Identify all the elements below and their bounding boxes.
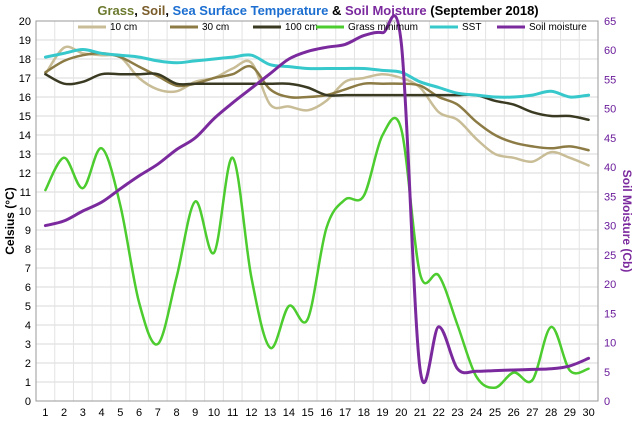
x-tick-label: 13 (264, 407, 276, 419)
x-tick-label: 3 (80, 407, 86, 419)
left-tick-label: 13 (19, 149, 31, 161)
gridlines (35, 20, 599, 402)
title-part: Sea Surface Temperature (173, 3, 329, 18)
right-tick-label: 45 (604, 133, 616, 145)
x-tick-label: 8 (173, 407, 179, 419)
x-tick-label: 4 (99, 407, 105, 419)
x-tick-label: 22 (433, 407, 445, 419)
series-lines (43, 14, 591, 390)
left-tick-label: 5 (25, 301, 31, 313)
plot-frame (35, 20, 599, 402)
right-tick-label: 10 (604, 338, 616, 350)
x-tick-label: 27 (526, 407, 538, 419)
x-tick-label: 16 (320, 407, 332, 419)
left-tick-label: 10 (19, 206, 31, 218)
left-tick-label: 6 (25, 282, 31, 294)
x-tick-label: 5 (117, 407, 123, 419)
right-tick-label: 0 (604, 396, 610, 408)
x-tick-label: 30 (583, 407, 595, 419)
x-tick-label: 24 (470, 407, 482, 419)
left-tick-label: 17 (19, 73, 31, 85)
right-tick-label: 50 (604, 104, 616, 116)
right-tick-label: 60 (604, 45, 616, 57)
plot-border (35, 20, 599, 402)
title-part: (September 2018) (427, 3, 539, 18)
left-tick-label: 9 (25, 225, 31, 237)
left-tick-label: 11 (20, 187, 31, 199)
x-axis-ticks: 1 2 3 4 5 6 7 8 9 10 11 12 13 14 15 16 17 18 19 20 21 22 23 24 2… (42, 407, 594, 419)
legend: 10 cm 30 cm 100 cm Grass minimum SST Soil moi… (78, 22, 587, 33)
x-tick-label: 29 (564, 407, 576, 419)
x-tick-label: 18 (358, 407, 370, 419)
x-tick-label: 12 (245, 407, 257, 419)
x-tick-label: 19 (376, 407, 388, 419)
right-tick-label: 35 (604, 191, 616, 203)
x-tick-label: 15 (302, 407, 314, 419)
series-line-100-cm (44, 72, 590, 122)
x-tick-label: 7 (155, 407, 161, 419)
chart-title: Grass, Soil, Sea Surface Temperature & S… (97, 3, 538, 18)
left-tick-label: 19 (19, 35, 31, 47)
x-tick-label: 21 (414, 407, 426, 419)
legend-label: Soil moisture (529, 22, 587, 33)
x-tick-label: 11 (227, 407, 238, 419)
title-part: Soil (141, 3, 165, 18)
right-tick-label: 55 (604, 74, 616, 86)
left-tick-label: 1 (25, 377, 31, 389)
x-tick-label: 23 (451, 407, 463, 419)
series-line-30-cm (44, 51, 590, 152)
title-part: Grass (97, 3, 134, 18)
y-axis-label-right: Soil Moisture (Cb) (620, 170, 634, 273)
right-tick-label: 40 (604, 162, 616, 174)
left-tick-label: 18 (19, 54, 31, 66)
legend-label: 30 cm (202, 22, 229, 33)
series-line-10-cm (44, 45, 590, 167)
left-tick-label: 12 (19, 168, 31, 180)
right-tick-label: 65 (604, 16, 616, 28)
right-tick-label: 30 (604, 221, 616, 233)
left-tick-label: 7 (25, 263, 31, 275)
x-tick-label: 6 (136, 407, 142, 419)
right-tick-label: 15 (604, 308, 616, 320)
legend-label: 10 cm (110, 22, 137, 33)
series-line-grass-minimum (44, 116, 590, 390)
title-part: , (134, 3, 141, 18)
title-part: & (328, 3, 345, 18)
right-tick-label: 20 (604, 279, 616, 291)
x-tick-label: 17 (339, 407, 351, 419)
x-tick-label: 25 (489, 407, 501, 419)
left-tick-label: 4 (25, 320, 31, 332)
y-axis-label-left: Celsius (°C) (3, 187, 17, 254)
series-line-sst (43, 48, 591, 99)
left-tick-label: 2 (25, 358, 31, 370)
left-tick-label: 20 (19, 16, 31, 28)
left-tick-label: 3 (25, 339, 31, 351)
right-tick-label: 5 (604, 367, 610, 379)
x-tick-label: 28 (545, 407, 557, 419)
left-tick-label: 8 (25, 244, 31, 256)
right-axis-ticks: 0 5 10 15 20 25 30 35 40 45 50 55 60 65 (604, 16, 616, 408)
title-part: Soil Moisture (345, 3, 427, 18)
legend-label: Grass minimum (348, 22, 418, 33)
x-tick-label: 1 (42, 407, 48, 419)
left-tick-label: 14 (19, 130, 31, 142)
left-tick-label: 16 (19, 92, 31, 104)
series-line-soil-moisture (43, 14, 591, 384)
legend-label: 100 cm (285, 22, 318, 33)
x-tick-label: 14 (283, 407, 295, 419)
left-tick-label: 0 (25, 396, 31, 408)
right-tick-label: 25 (604, 250, 616, 262)
x-tick-label: 26 (508, 407, 520, 419)
left-tick-label: 15 (19, 111, 31, 123)
x-tick-label: 2 (61, 407, 67, 419)
x-tick-label: 20 (395, 407, 407, 419)
x-tick-label: 10 (208, 407, 220, 419)
title-part: , (165, 3, 172, 18)
x-tick-label: 9 (192, 407, 198, 419)
legend-label: SST (462, 22, 481, 33)
